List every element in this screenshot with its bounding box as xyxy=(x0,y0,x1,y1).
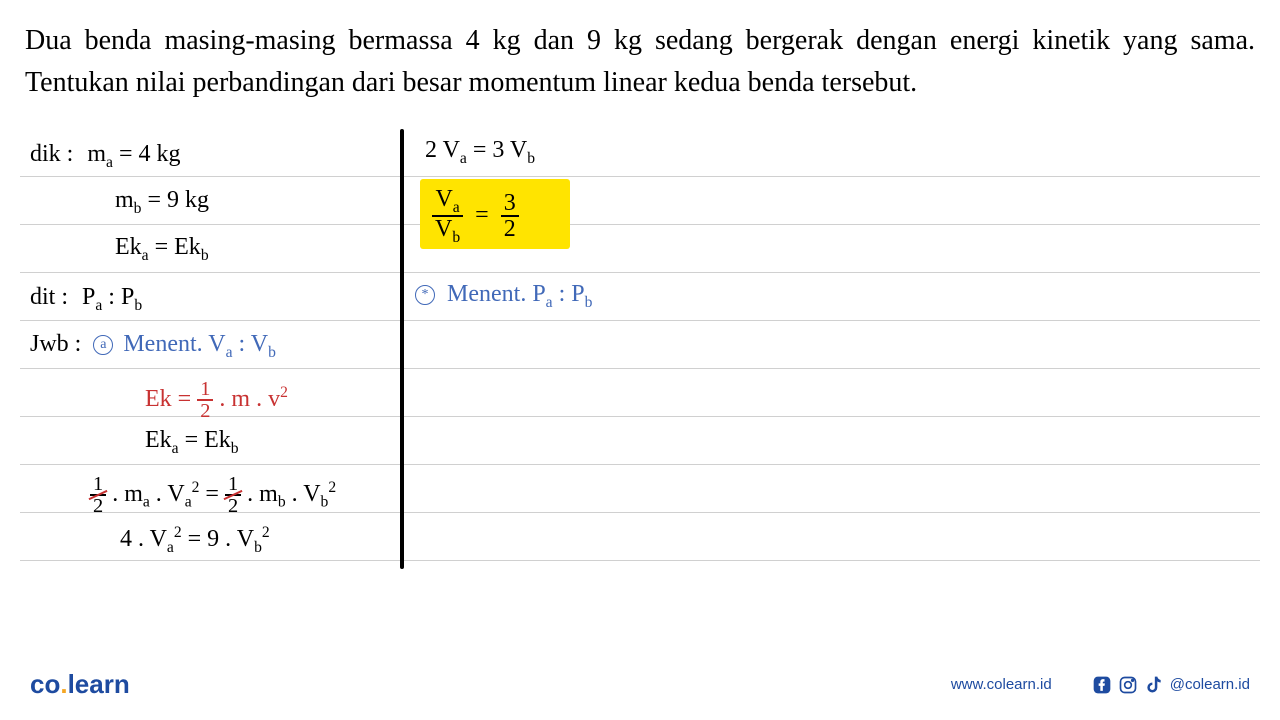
dik-label: dik : ma = 4 kg xyxy=(30,141,180,172)
instagram-icon xyxy=(1118,675,1138,695)
tiktok-icon xyxy=(1144,675,1164,695)
ek-equal: Eka = Ekb xyxy=(115,234,209,265)
mb-value: mb = 9 kg xyxy=(115,187,209,218)
eka-ekb-2: Eka = Ekb xyxy=(145,427,239,458)
dit-label: dit : Pa : Pb xyxy=(30,284,142,315)
ek-formula: Ek = 12 . m . v2 xyxy=(145,379,288,422)
handwriting-workspace: dik : ma = 4 kg mb = 9 kg Eka = Ekb dit … xyxy=(20,129,1260,569)
social-handles: @colearn.id xyxy=(1092,675,1250,695)
four-nine: 4 . Va2 = 9 . Vb2 xyxy=(120,524,270,557)
step2-label: * Menent. Pa : Pb xyxy=(415,281,592,312)
footer: co.learn www.colearn.id @colearn.id xyxy=(0,669,1280,700)
jwb-step1: Jwb : a Menent. Va : Vb xyxy=(30,331,276,362)
two-va-three-vb: 2 Va = 3 Vb xyxy=(425,137,535,168)
website-url: www.colearn.id xyxy=(951,676,1052,693)
half-ma-va: 12 . ma . Va2 = 12 . mb . Vb2 xyxy=(90,474,336,517)
ratio-va-vb: Va Vb = 3 2 xyxy=(432,187,519,246)
brand-logo: co.learn xyxy=(30,669,130,700)
column-divider xyxy=(400,129,404,569)
facebook-icon xyxy=(1092,675,1112,695)
question-text: Dua benda masing-masing bermassa 4 kg da… xyxy=(0,0,1280,119)
